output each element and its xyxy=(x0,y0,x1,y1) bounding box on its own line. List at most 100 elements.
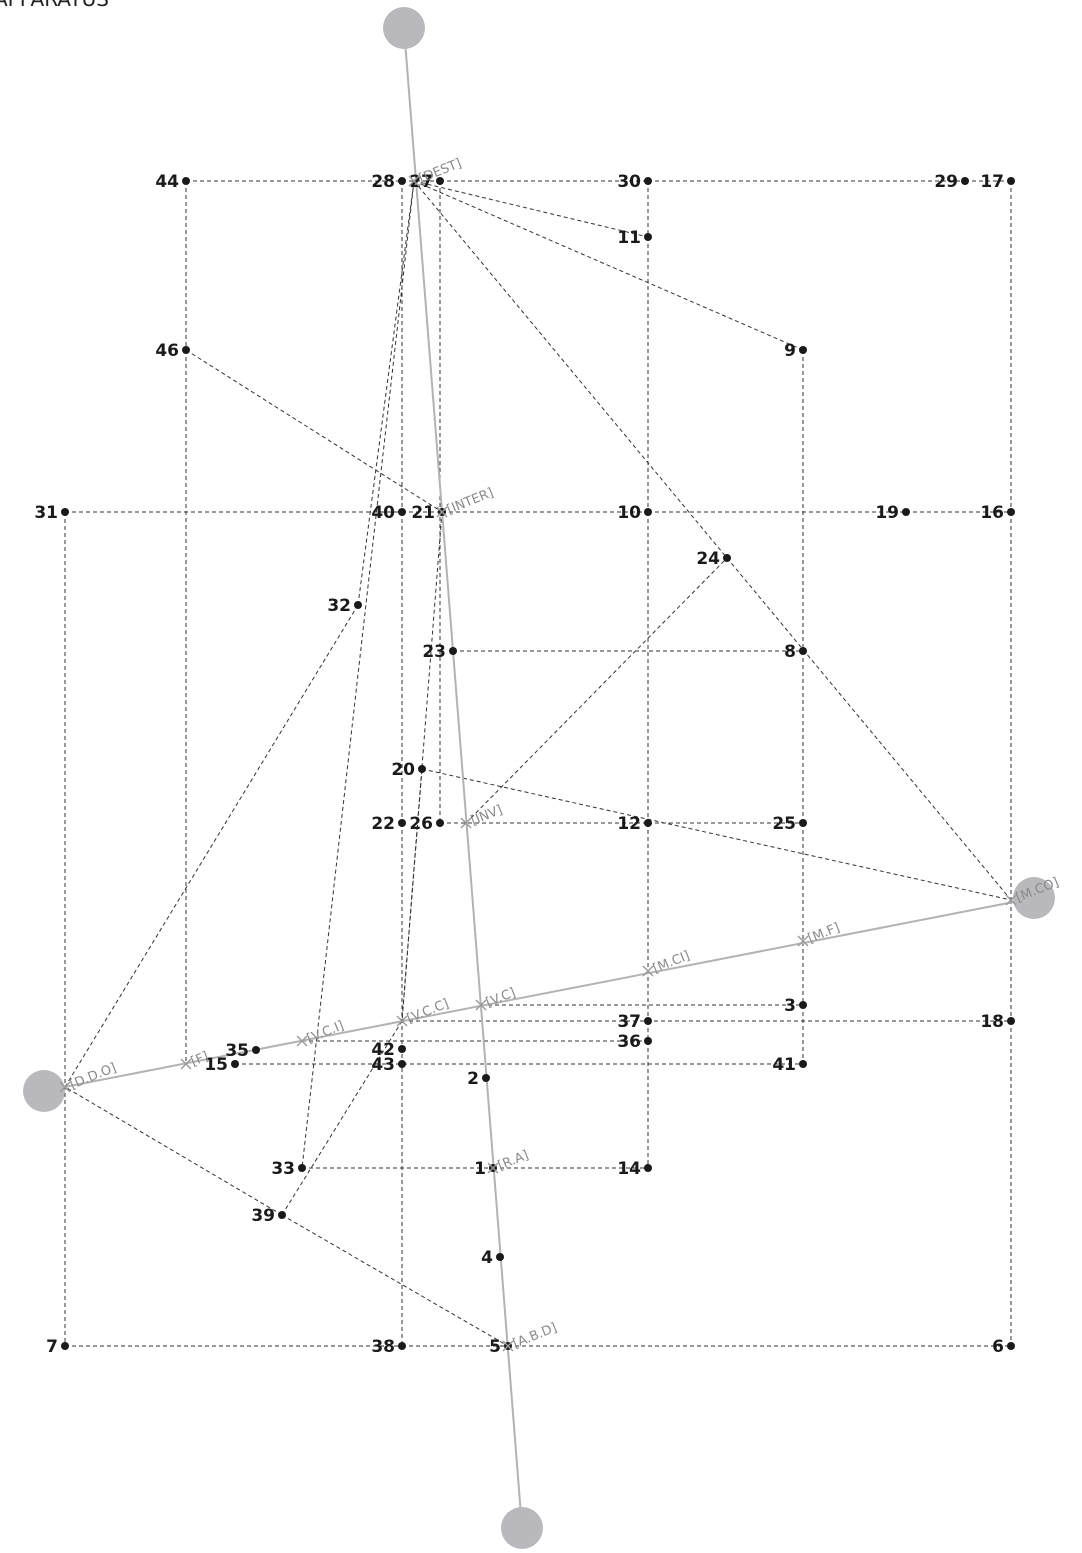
edge-32-DEST xyxy=(357,180,415,606)
node-label-28: 28 xyxy=(371,172,395,192)
crossing-label-VCC: [V.C.C] xyxy=(405,996,451,1026)
edge-DEST-MCO xyxy=(413,180,1012,901)
cross-mark-b-DEST xyxy=(408,175,420,187)
node-2 xyxy=(482,1074,490,1082)
node-23 xyxy=(449,647,457,655)
cross-mark-b-F xyxy=(180,1058,192,1070)
node-15 xyxy=(231,1060,239,1068)
edge-DEST-33 xyxy=(301,180,415,1169)
diagram-title: APPARATUS xyxy=(0,0,109,11)
node-14 xyxy=(644,1164,652,1172)
node-label-31: 31 xyxy=(34,503,58,523)
crossing-label-VC: [V.C] xyxy=(484,985,518,1010)
crossing-label-INV: [INV] xyxy=(469,803,505,829)
node-10 xyxy=(644,508,652,516)
node-41 xyxy=(799,1060,807,1068)
node-label-19: 19 xyxy=(875,503,899,523)
node-label-3: 3 xyxy=(784,996,796,1016)
node-label-15: 15 xyxy=(204,1055,228,1075)
node-label-14: 14 xyxy=(617,1159,641,1179)
node-7 xyxy=(61,1342,69,1350)
node-label-2: 2 xyxy=(467,1069,479,1089)
cross-mark-b-DDO xyxy=(59,1081,71,1093)
edge-DDO-32 xyxy=(64,604,359,1088)
node-22 xyxy=(398,819,406,827)
hub-layer xyxy=(23,7,1055,1549)
node-28 xyxy=(398,177,406,185)
node-label-23: 23 xyxy=(422,642,446,662)
node-29 xyxy=(961,177,969,185)
node-label-18: 18 xyxy=(980,1012,1004,1032)
cross-mark-b-VCI xyxy=(296,1035,308,1047)
cross-mark-b-INTER xyxy=(436,506,448,518)
node-label-27: 27 xyxy=(409,172,433,192)
node-label-16: 16 xyxy=(980,503,1004,523)
crossing-label-VCI: [V.C.I] xyxy=(305,1018,346,1046)
cross-mark-b-MCO xyxy=(1005,894,1017,906)
node-27 xyxy=(436,177,444,185)
edge-20-VCC xyxy=(401,768,423,1022)
cross-mark-b-RA xyxy=(487,1162,499,1174)
node-8 xyxy=(799,647,807,655)
cross-mark-b-MCI xyxy=(642,965,654,977)
cross-mark-b-ABD xyxy=(502,1340,514,1352)
node-42 xyxy=(398,1045,406,1053)
node-33 xyxy=(298,1164,306,1172)
node-4 xyxy=(496,1253,504,1261)
node-label-42: 42 xyxy=(371,1040,395,1060)
cross-mark-b-VCC xyxy=(396,1015,408,1027)
node-label-37: 37 xyxy=(617,1012,641,1032)
node-44 xyxy=(182,177,190,185)
node-31 xyxy=(61,508,69,516)
node-label-26: 26 xyxy=(409,814,433,834)
node-32 xyxy=(354,601,362,609)
node-label-12: 12 xyxy=(617,814,641,834)
node-25 xyxy=(799,819,807,827)
node-label-41: 41 xyxy=(772,1055,796,1075)
hub-right xyxy=(1013,877,1055,919)
node-label-29: 29 xyxy=(934,172,958,192)
node-12 xyxy=(644,819,652,827)
node-label-11: 11 xyxy=(617,228,641,248)
node-26 xyxy=(436,819,444,827)
crossing-label-MF: [M.F] xyxy=(806,920,842,946)
node-label-22: 22 xyxy=(371,814,395,834)
edge-20-MCO xyxy=(421,768,1012,901)
hub-left xyxy=(23,1070,65,1112)
node-label-36: 36 xyxy=(617,1032,641,1052)
node-label-9: 9 xyxy=(784,341,796,361)
node-label-25: 25 xyxy=(772,814,796,834)
hub-bottom xyxy=(501,1507,543,1549)
node-label-46: 46 xyxy=(155,341,179,361)
node-11 xyxy=(644,233,652,241)
edge-46-INTER xyxy=(185,349,443,513)
node-label-4: 4 xyxy=(481,1248,493,1268)
node-17 xyxy=(1007,177,1015,185)
cross-mark-b-MF xyxy=(797,935,809,947)
axis-layer xyxy=(43,27,1035,1529)
node-6 xyxy=(1007,1342,1015,1350)
node-18 xyxy=(1007,1017,1015,1025)
node-label-32: 32 xyxy=(327,596,351,616)
crossing-label-MCI: [M.CI] xyxy=(651,948,692,976)
crossing-label-F: [F] xyxy=(189,1049,211,1070)
node-label-17: 17 xyxy=(980,172,1004,192)
node-38 xyxy=(398,1342,406,1350)
node-label-44: 44 xyxy=(155,172,179,192)
node-46 xyxy=(182,346,190,354)
node-19 xyxy=(902,508,910,516)
node-9 xyxy=(799,346,807,354)
node-30 xyxy=(644,177,652,185)
node-label-1: 1 xyxy=(474,1159,486,1179)
node-36 xyxy=(644,1037,652,1045)
node-37 xyxy=(644,1017,652,1025)
edge-39-5 xyxy=(281,1214,509,1347)
vertical-axis-line xyxy=(403,27,523,1529)
node-label-5: 5 xyxy=(489,1337,501,1357)
edge-DEST-9 xyxy=(413,180,804,351)
node-24 xyxy=(723,554,731,562)
edge-layer xyxy=(64,180,1012,1347)
node-label-24: 24 xyxy=(696,549,720,569)
